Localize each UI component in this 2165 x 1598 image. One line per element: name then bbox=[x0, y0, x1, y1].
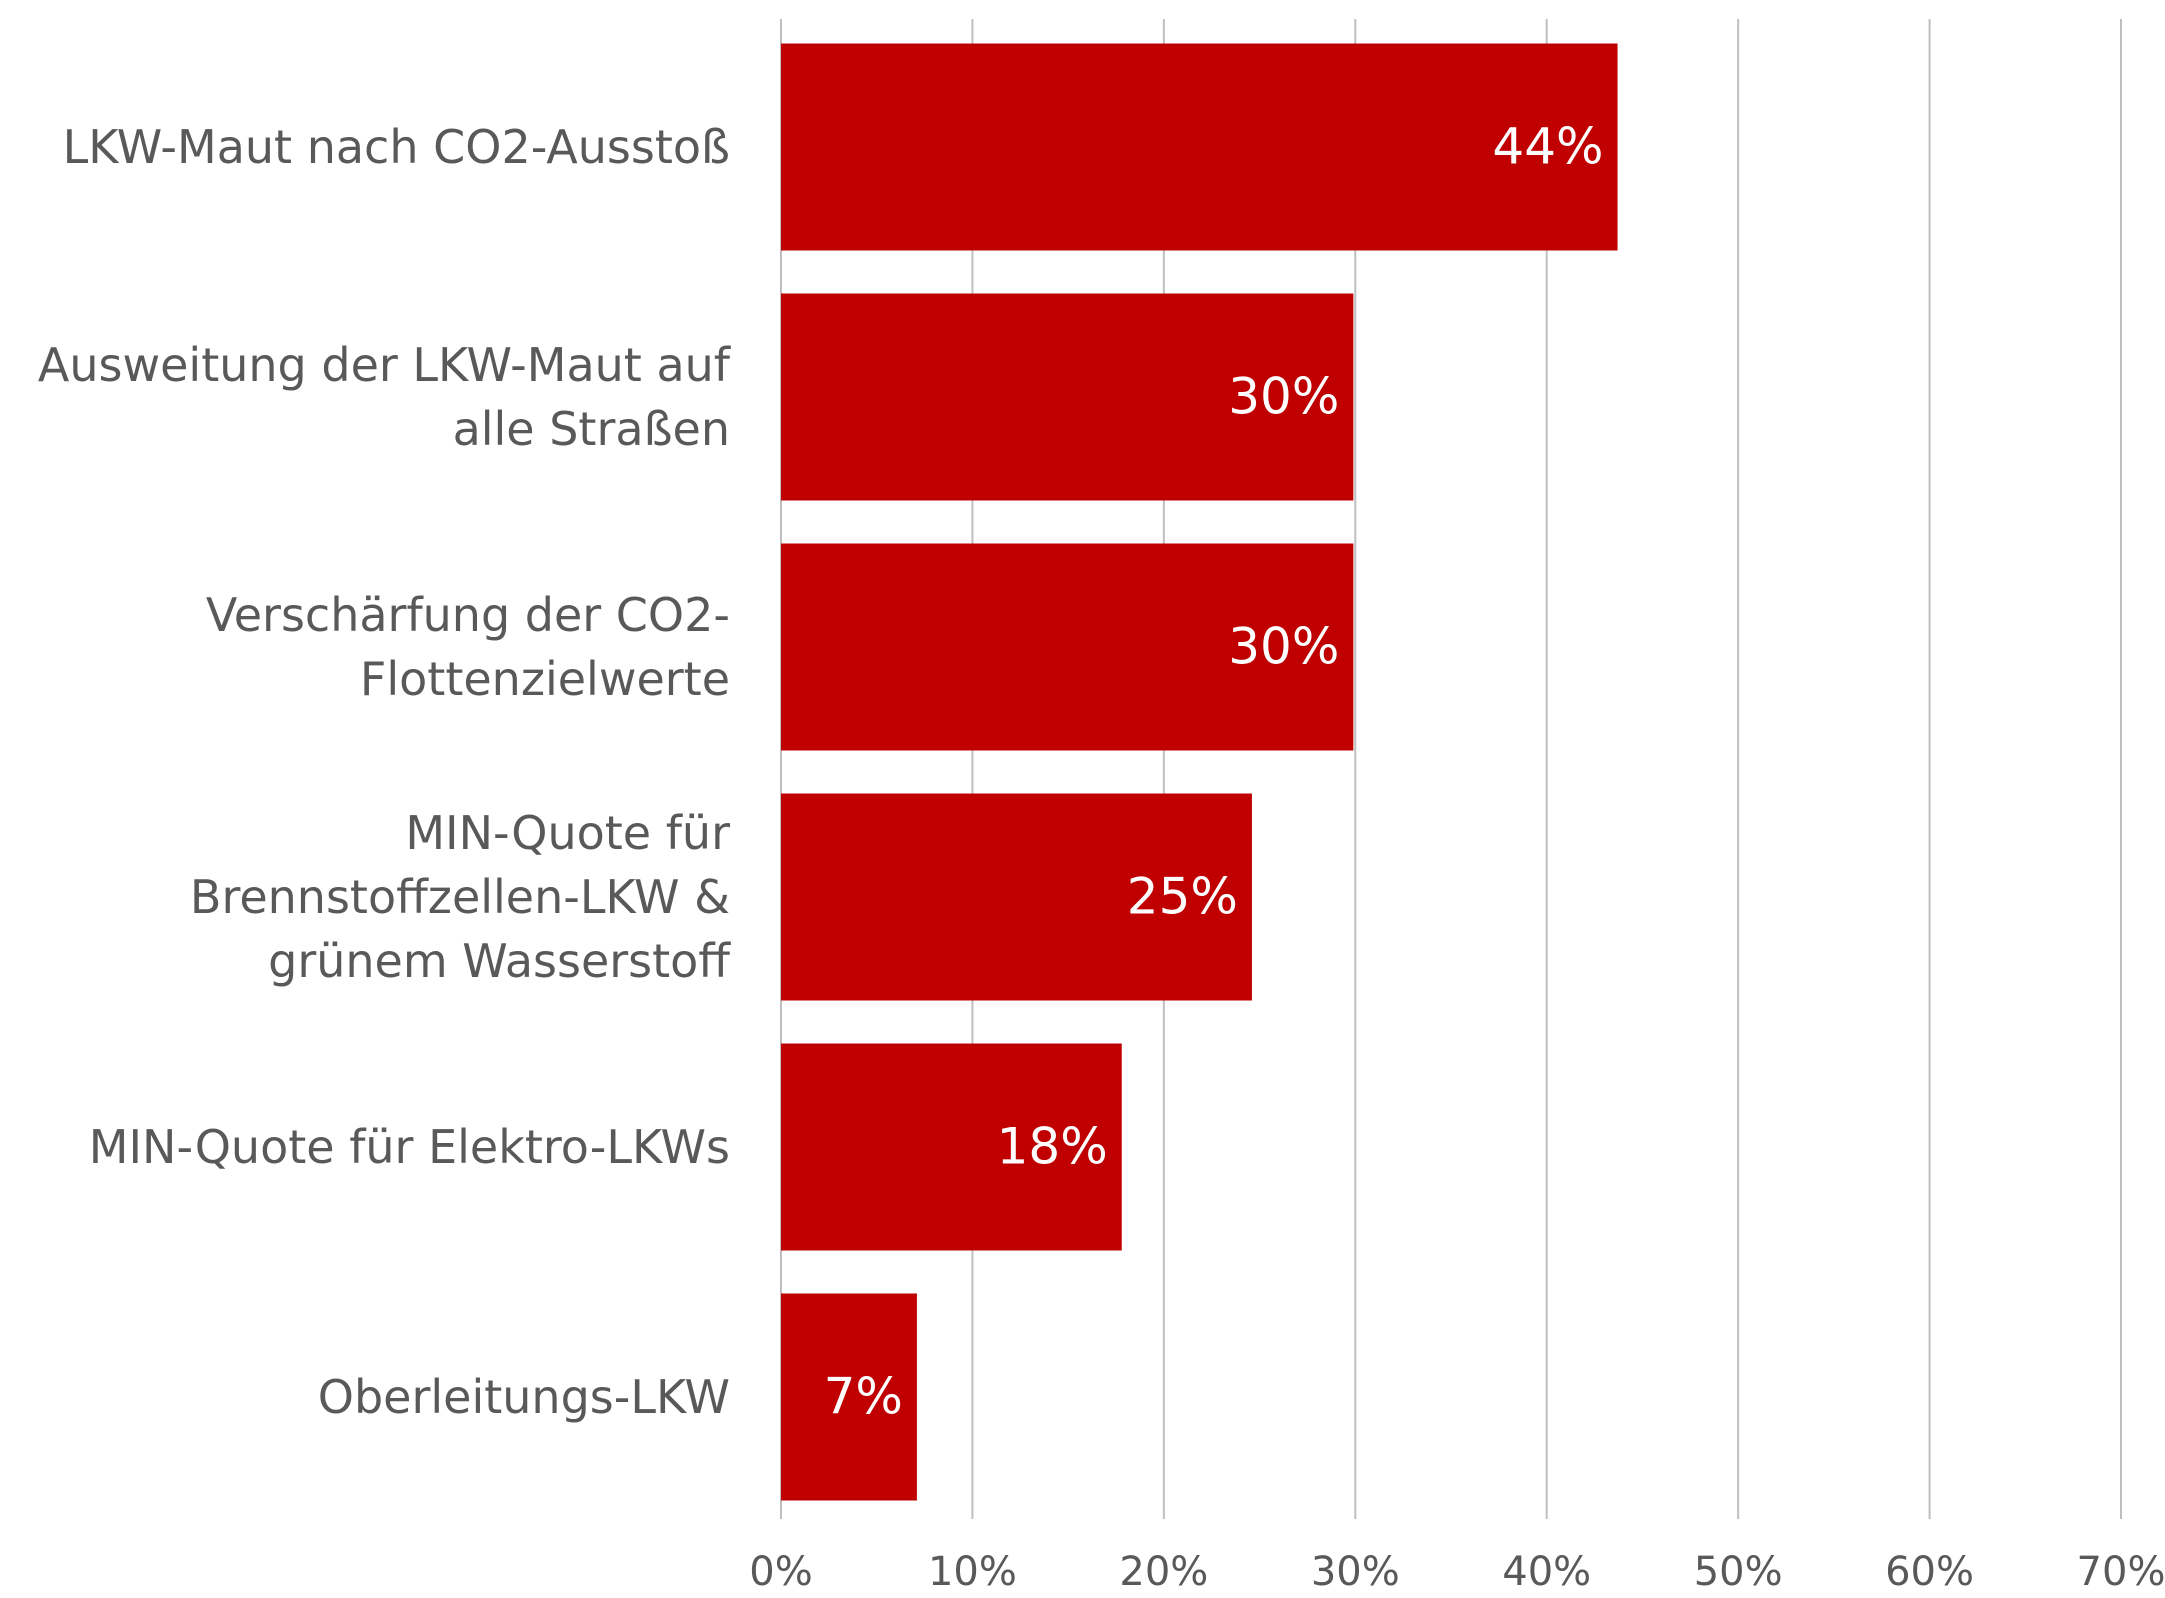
bar bbox=[781, 293, 1354, 501]
bar bbox=[781, 1293, 917, 1501]
category-label: MIN-Quote für Brennstoffzellen-LKW & grü… bbox=[189, 806, 730, 988]
bar bbox=[781, 793, 1252, 1001]
x-tick-label: 0% bbox=[749, 1549, 812, 1595]
bar bbox=[781, 43, 1618, 251]
x-tick-label: 10% bbox=[928, 1549, 1017, 1595]
category-label: LKW-Maut nach CO2-Ausstoß bbox=[62, 120, 730, 174]
bar bbox=[781, 543, 1354, 751]
data-label: 25% bbox=[1127, 868, 1238, 926]
category-label: Ausweitung der LKW-Maut auf alle Straßen bbox=[37, 338, 730, 456]
data-label: 18% bbox=[997, 1118, 1108, 1176]
x-tick-label: 20% bbox=[1119, 1549, 1208, 1595]
category-label: Oberleitungs-LKW bbox=[317, 1370, 730, 1424]
category-label: Verschärfung der CO2-Flottenzielwerte bbox=[205, 588, 730, 706]
data-label: 7% bbox=[824, 1368, 903, 1426]
x-tick-label: 40% bbox=[1502, 1549, 1591, 1595]
x-tick-label: 50% bbox=[1694, 1549, 1783, 1595]
x-tick-label: 30% bbox=[1311, 1549, 1400, 1595]
data-label: 30% bbox=[1228, 368, 1339, 426]
data-label: 30% bbox=[1228, 618, 1339, 676]
bar bbox=[781, 1043, 1122, 1251]
category-label: MIN-Quote für Elektro-LKWs bbox=[88, 1120, 730, 1174]
x-tick-label: 60% bbox=[1885, 1549, 1974, 1595]
x-tick-label: 70% bbox=[2077, 1549, 2165, 1595]
data-label: 44% bbox=[1492, 118, 1603, 176]
